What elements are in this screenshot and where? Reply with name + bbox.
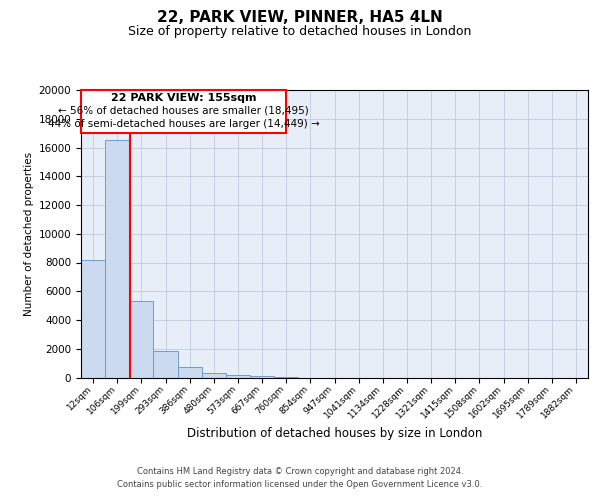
Text: 22 PARK VIEW: 155sqm: 22 PARK VIEW: 155sqm — [111, 93, 256, 103]
Bar — [129, 302, 154, 378]
X-axis label: Distribution of detached houses by size in London: Distribution of detached houses by size … — [187, 427, 482, 440]
Text: Contains HM Land Registry data © Crown copyright and database right 2024.: Contains HM Land Registry data © Crown c… — [137, 467, 463, 476]
Text: 22, PARK VIEW, PINNER, HA5 4LN: 22, PARK VIEW, PINNER, HA5 4LN — [157, 10, 443, 25]
Text: Contains public sector information licensed under the Open Government Licence v3: Contains public sector information licen… — [118, 480, 482, 489]
Bar — [202, 373, 226, 378]
Bar — [81, 260, 105, 378]
Bar — [154, 351, 178, 378]
Bar — [105, 140, 129, 378]
Text: Size of property relative to detached houses in London: Size of property relative to detached ho… — [128, 25, 472, 38]
Text: ← 56% of detached houses are smaller (18,495): ← 56% of detached houses are smaller (18… — [58, 106, 309, 116]
Bar — [274, 376, 298, 378]
Text: 44% of semi-detached houses are larger (14,449) →: 44% of semi-detached houses are larger (… — [48, 118, 319, 128]
Y-axis label: Number of detached properties: Number of detached properties — [25, 152, 34, 316]
Bar — [250, 376, 274, 378]
Bar — [226, 375, 250, 378]
Bar — [178, 366, 202, 378]
